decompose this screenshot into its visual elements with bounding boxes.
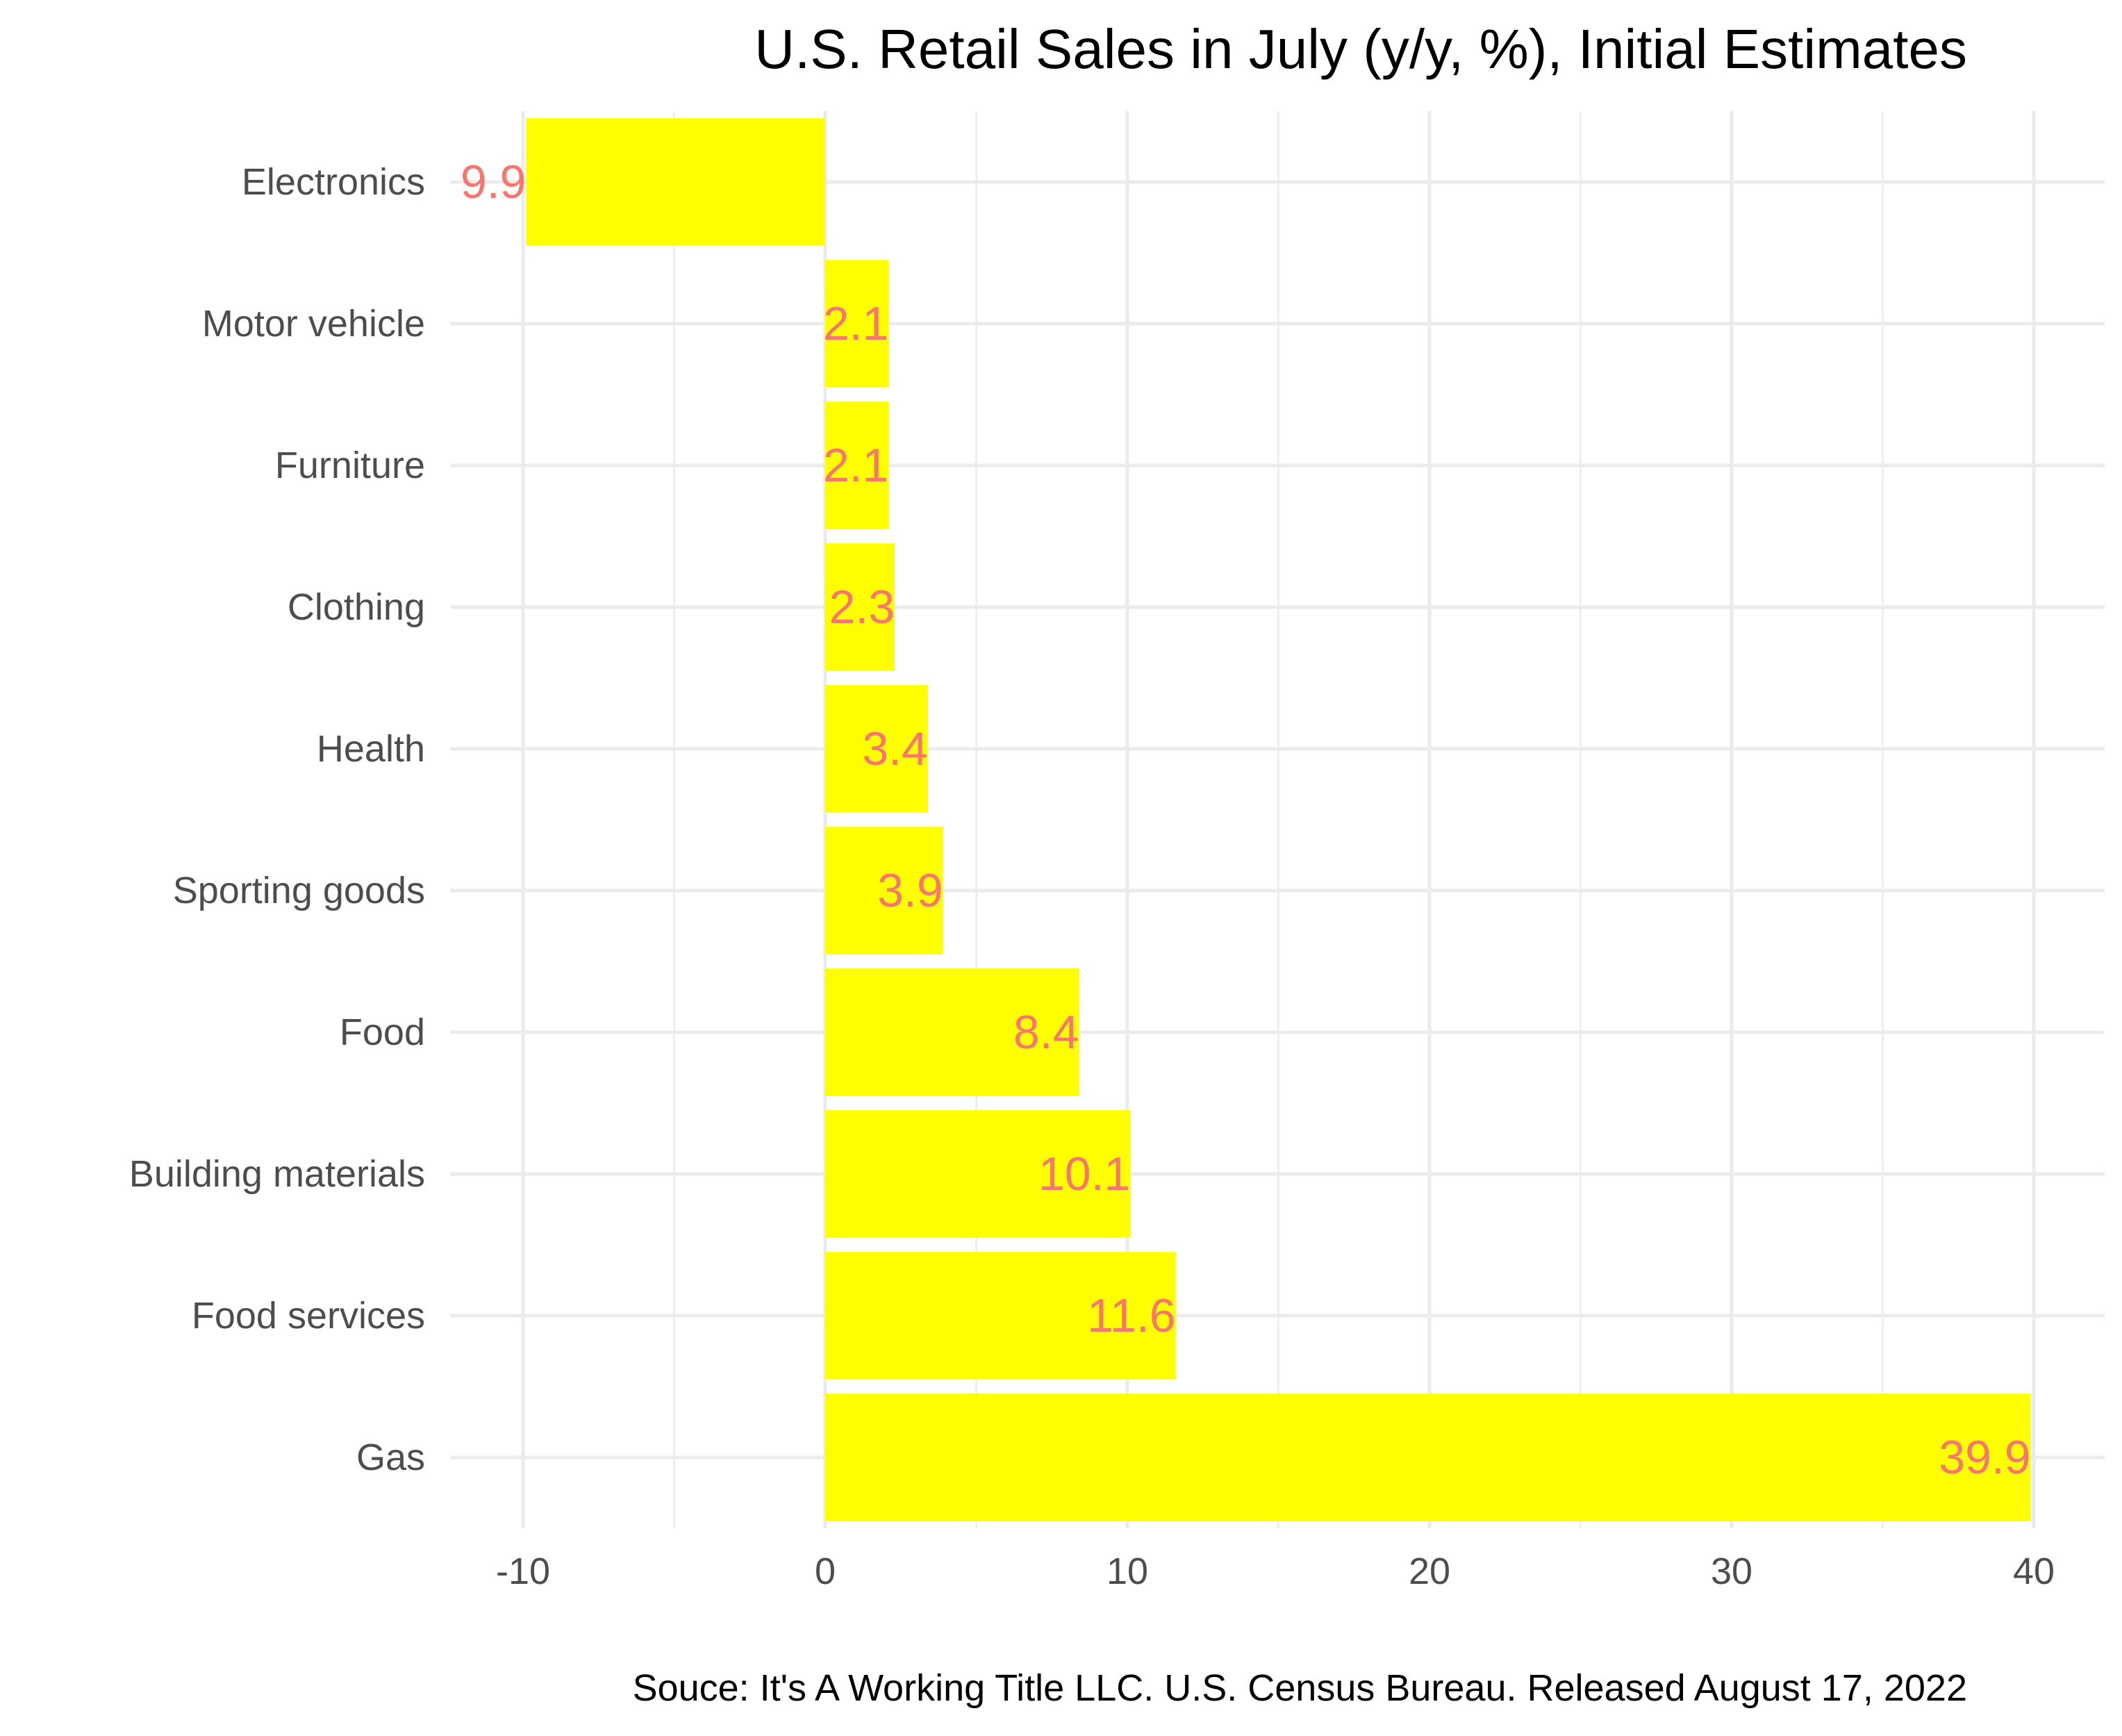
category-label: Furniture <box>275 445 425 486</box>
data-label: 11.6 <box>1087 1289 1175 1342</box>
bar-food <box>825 968 1079 1096</box>
data-label: 2.1 <box>823 439 889 492</box>
chart-title: U.S. Retail Sales in July (y/y, %), Init… <box>754 18 1967 80</box>
bar-gas <box>825 1394 2031 1521</box>
bars <box>526 118 2031 1521</box>
x-tick-label: 40 <box>2013 1551 2055 1592</box>
category-label: Food services <box>192 1295 425 1337</box>
category-label: Electronics <box>242 161 425 203</box>
grid-lines <box>450 111 2105 1528</box>
x-tick-label: 0 <box>815 1551 836 1592</box>
data-label: 3.4 <box>862 722 928 775</box>
bar-clothing <box>825 543 895 671</box>
bar-electronics <box>526 118 825 246</box>
category-label: Food <box>340 1011 425 1053</box>
data-label: 3.9 <box>877 864 943 917</box>
x-tick-label: 10 <box>1106 1551 1148 1592</box>
category-label: Sporting goods <box>173 870 425 911</box>
bar-building-materials <box>825 1110 1131 1238</box>
category-label: Clothing <box>288 586 425 628</box>
data-label: 2.1 <box>823 297 889 350</box>
category-label: Motor vehicle <box>202 303 425 345</box>
category-label: Building materials <box>129 1153 425 1195</box>
x-tick-label: 20 <box>1409 1551 1450 1592</box>
value-axis: -10 0 10 20 30 40 <box>496 1551 2055 1592</box>
data-label: 39.9 <box>1939 1431 2030 1484</box>
data-label: 10.1 <box>1038 1148 1130 1200</box>
x-tick-label: 30 <box>1711 1551 1752 1592</box>
category-label: Gas <box>356 1437 425 1478</box>
data-label: 9.9 <box>461 156 527 208</box>
bar-health <box>825 685 928 813</box>
bar-furniture <box>825 402 889 529</box>
data-labels: 9.9 2.1 2.1 2.3 3.4 3.9 8.4 10.1 11.6 39.9 <box>461 156 2031 1484</box>
chart-caption: Souce: It's A Working Title LLC. U.S. Ce… <box>633 1667 1967 1709</box>
data-label: 8.4 <box>1013 1006 1079 1059</box>
bar-food-services <box>825 1252 1176 1380</box>
category-axis: Electronics Motor vehicle Furniture Clothin… <box>129 161 425 1478</box>
category-label: Health <box>317 728 425 770</box>
x-tick-label: -10 <box>496 1551 550 1592</box>
data-label: 2.3 <box>829 581 895 634</box>
bar-sporting-goods <box>825 827 943 954</box>
bar-motor-vehicle <box>825 260 889 388</box>
